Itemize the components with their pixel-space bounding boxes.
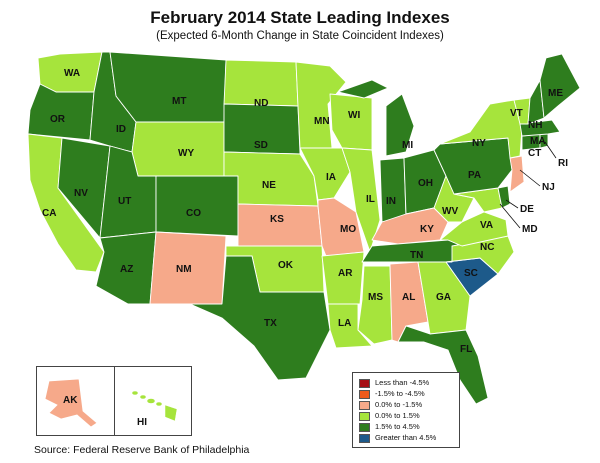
legend-label: -1.5% to -4.5% xyxy=(375,389,425,398)
label-SD: SD xyxy=(254,140,268,151)
label-WI: WI xyxy=(348,110,360,121)
label-NE: NE xyxy=(262,180,276,191)
state-IN xyxy=(379,157,407,223)
label-NM: NM xyxy=(176,264,192,275)
label-KY: KY xyxy=(420,224,434,235)
state-MT xyxy=(109,51,227,123)
label-OR: OR xyxy=(50,114,66,125)
state-VA xyxy=(439,211,509,247)
label-ND: ND xyxy=(254,98,268,109)
label-CA: CA xyxy=(42,208,56,219)
label-UT: UT xyxy=(118,196,131,207)
label-MS: MS xyxy=(368,292,383,303)
state-KS xyxy=(237,203,323,247)
label-WV: WV xyxy=(442,206,458,217)
label-TX: TX xyxy=(264,318,277,329)
label-MD: MD xyxy=(522,224,538,235)
state-DE xyxy=(497,185,511,209)
label-MI: MI xyxy=(402,140,413,151)
state-MA xyxy=(519,119,561,137)
hawaii-map: HI xyxy=(131,390,178,428)
label-VA: VA xyxy=(480,220,493,231)
label-NY: NY xyxy=(472,138,486,149)
label-MT: MT xyxy=(172,96,186,107)
state-MI xyxy=(337,79,415,157)
source-note: Source: Federal Reserve Bank of Philadel… xyxy=(34,444,250,456)
legend-swatch xyxy=(359,401,370,410)
label-SC: SC xyxy=(464,268,478,279)
label-AR: AR xyxy=(338,268,353,279)
label-OH: OH xyxy=(418,178,433,189)
map-subtitle: (Expected 6-Month Change in State Coinci… xyxy=(156,30,444,42)
label-MO: MO xyxy=(340,224,356,235)
label-NC: NC xyxy=(480,242,494,253)
state-HI xyxy=(131,390,178,422)
legend-label: 0.0% to 1.5% xyxy=(375,411,420,420)
label-IL: IL xyxy=(366,194,375,205)
state-NJ xyxy=(509,155,525,193)
label-NJ: NJ xyxy=(542,182,555,193)
legend-swatch xyxy=(359,434,370,443)
label-AK: AK xyxy=(63,395,78,406)
label-RI: RI xyxy=(558,158,568,169)
state-MS xyxy=(357,265,393,345)
state-OR xyxy=(27,83,95,141)
label-ID: ID xyxy=(116,124,126,135)
label-FL: FL xyxy=(460,344,472,355)
legend-label: Less than -4.5% xyxy=(375,378,430,387)
legend-swatch xyxy=(359,390,370,399)
label-IA: IA xyxy=(326,172,336,183)
label-HI: HI xyxy=(137,417,147,428)
legend-swatch xyxy=(359,412,370,421)
label-MN: MN xyxy=(314,116,330,127)
label-ME: ME xyxy=(548,88,563,99)
legend-label: 1.5% to 4.5% xyxy=(375,422,420,431)
state-TX xyxy=(189,255,331,381)
label-NV: NV xyxy=(74,188,88,199)
state-ME xyxy=(539,53,581,119)
label-MA: MA xyxy=(530,136,546,147)
leader-lines xyxy=(499,141,557,229)
map-legend: Less than -4.5% -1.5% to -4.5% 0.0% to -… xyxy=(352,372,460,448)
state-CO xyxy=(155,175,239,237)
state-MN xyxy=(295,61,347,149)
label-WY: WY xyxy=(178,148,194,159)
state-WI xyxy=(329,93,373,151)
legend-swatch xyxy=(359,423,370,432)
label-PA: PA xyxy=(468,170,481,181)
legend-swatch xyxy=(359,379,370,388)
label-IN: IN xyxy=(386,196,396,207)
label-TN: TN xyxy=(410,250,423,261)
alaska-map: AK xyxy=(44,378,98,428)
label-DE: DE xyxy=(520,204,534,215)
label-CO: CO xyxy=(186,208,201,219)
label-AL: AL xyxy=(402,292,415,303)
legend-label: 0.0% to -1.5% xyxy=(375,400,423,409)
map-title: February 2014 State Leading Indexes xyxy=(150,8,450,27)
label-AZ: AZ xyxy=(120,264,133,275)
state-NE xyxy=(223,151,319,207)
label-GA: GA xyxy=(436,292,451,303)
state-AK xyxy=(44,378,98,428)
label-CT: CT xyxy=(528,148,541,159)
label-OK: OK xyxy=(278,260,294,271)
legend-label: Greater than 4.5% xyxy=(375,433,437,442)
label-KS: KS xyxy=(270,214,284,225)
label-LA: LA xyxy=(338,318,351,329)
state-AR xyxy=(321,251,365,305)
hawaii-inset: HI xyxy=(114,366,192,436)
label-VT: VT xyxy=(510,108,523,119)
state-FL xyxy=(397,325,489,405)
label-NH: NH xyxy=(528,120,542,131)
alaska-inset: AK xyxy=(36,366,116,436)
state-LA xyxy=(327,303,373,349)
label-WA: WA xyxy=(64,68,80,79)
